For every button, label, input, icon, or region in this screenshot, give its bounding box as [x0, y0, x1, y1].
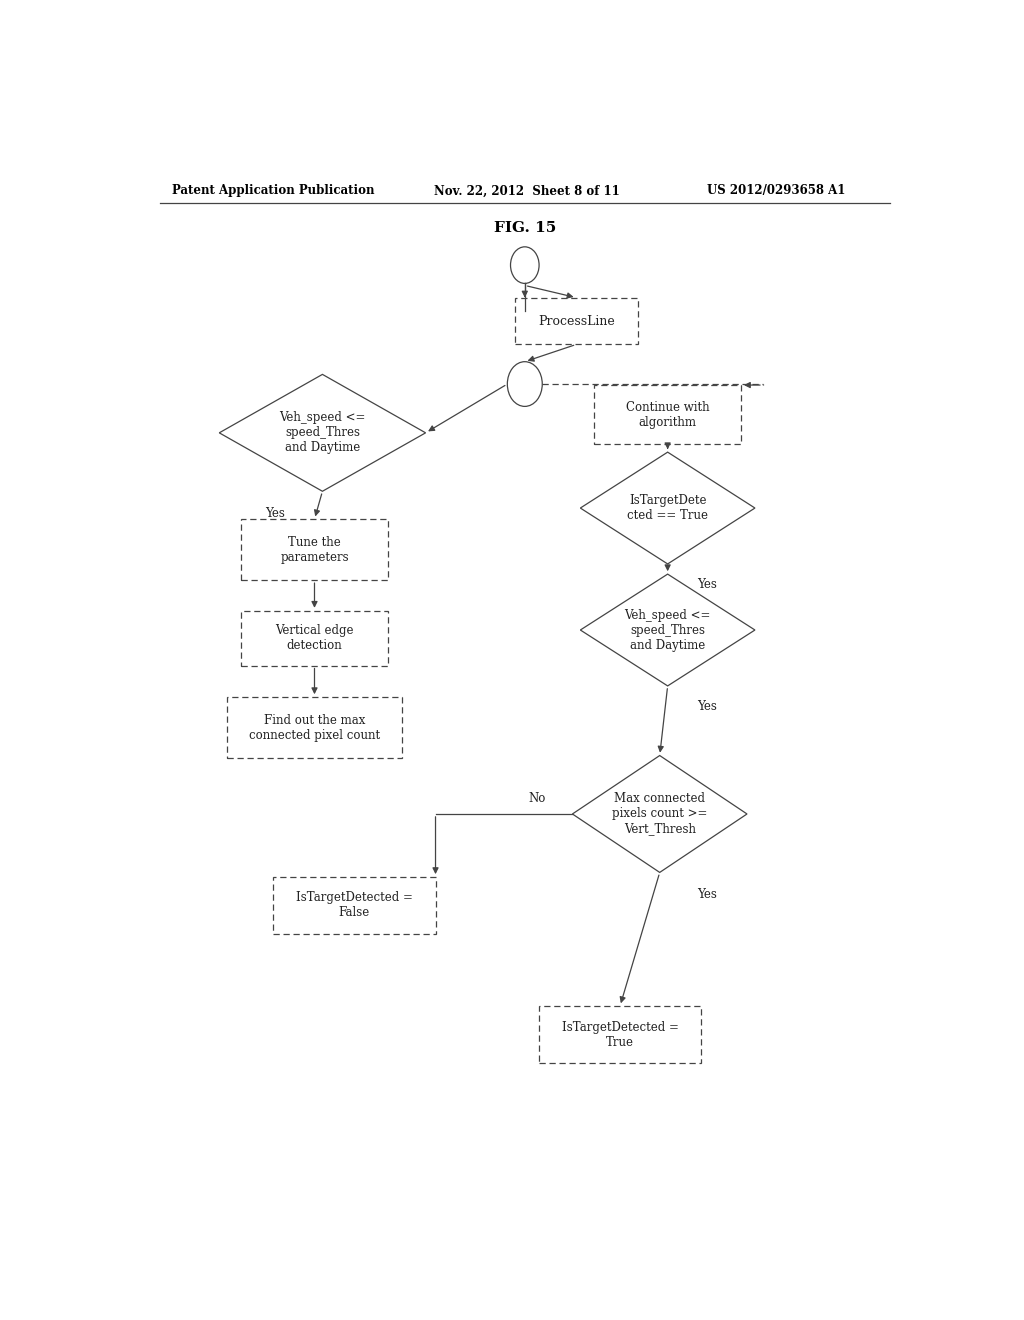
- Text: Yes: Yes: [697, 700, 717, 713]
- Text: No: No: [528, 792, 546, 805]
- Text: Nov. 22, 2012  Sheet 8 of 11: Nov. 22, 2012 Sheet 8 of 11: [433, 185, 620, 198]
- FancyBboxPatch shape: [515, 297, 638, 345]
- Text: Find out the max
connected pixel count: Find out the max connected pixel count: [249, 714, 380, 742]
- Text: ProcessLine: ProcessLine: [538, 314, 614, 327]
- Text: IsTargetDete
cted == True: IsTargetDete cted == True: [627, 494, 709, 521]
- Text: FIG. 15: FIG. 15: [494, 220, 556, 235]
- Text: Veh_speed <=
speed_Thres
and Daytime: Veh_speed <= speed_Thres and Daytime: [625, 609, 711, 652]
- Text: US 2012/0293658 A1: US 2012/0293658 A1: [708, 185, 846, 198]
- Text: Yes: Yes: [265, 507, 285, 520]
- FancyBboxPatch shape: [272, 876, 435, 935]
- Text: Vertical edge
detection: Vertical edge detection: [275, 624, 353, 652]
- Text: Veh_speed <=
speed_Thres
and Daytime: Veh_speed <= speed_Thres and Daytime: [280, 412, 366, 454]
- Text: Continue with
algorithm: Continue with algorithm: [626, 400, 710, 429]
- FancyBboxPatch shape: [241, 611, 388, 665]
- Text: IsTargetDetected =
False: IsTargetDetected = False: [296, 891, 413, 920]
- Text: Patent Application Publication: Patent Application Publication: [172, 185, 374, 198]
- Text: Yes: Yes: [697, 888, 717, 902]
- FancyBboxPatch shape: [227, 697, 401, 758]
- FancyBboxPatch shape: [241, 519, 388, 581]
- Text: Max connected
pixels count >=
Vert_Thresh: Max connected pixels count >= Vert_Thres…: [612, 792, 708, 836]
- Text: Tune the
parameters: Tune the parameters: [281, 536, 349, 564]
- Text: Yes: Yes: [697, 578, 717, 591]
- Text: IsTargetDetected =
True: IsTargetDetected = True: [561, 1020, 679, 1048]
- FancyBboxPatch shape: [594, 385, 741, 444]
- FancyBboxPatch shape: [539, 1006, 701, 1063]
